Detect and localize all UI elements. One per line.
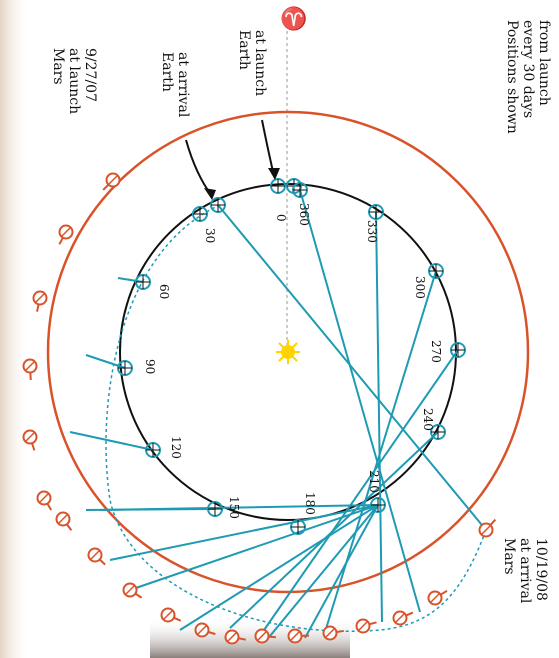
- day-label-150: 150: [227, 496, 241, 519]
- mars-marker-icon: [55, 511, 73, 531]
- earth-arrival-arrowhead: [204, 188, 216, 200]
- earth-marker-icon: [450, 342, 466, 358]
- line-240: [229, 431, 439, 629]
- earth-marker-icon: [368, 204, 384, 220]
- svg-text:at arrival: at arrival: [517, 538, 533, 604]
- earth-marker-icon: [270, 178, 286, 194]
- svg-text:Earth: Earth: [236, 30, 252, 70]
- mars-marker-icon: [122, 582, 143, 599]
- earth-marker-icon: [430, 424, 446, 440]
- line-arrival: [217, 204, 487, 531]
- svg-text:at arrival: at arrival: [175, 52, 191, 118]
- line-270: [261, 349, 459, 634]
- day-label-60: 60: [157, 284, 171, 299]
- earth-at-launch-label: Earth at launch: [236, 30, 268, 96]
- earth-arrival-arrow: [185, 139, 213, 197]
- earth-marker-icon: [192, 206, 208, 222]
- earth-marker-icon: [428, 263, 444, 279]
- mars-marker-icon: [102, 172, 121, 191]
- day-label-90: 90: [143, 359, 157, 374]
- day-label-210: 210: [367, 470, 381, 493]
- svg-text:9/27/07: 9/27/07: [82, 48, 98, 102]
- svg-text:Positions shown: Positions shown: [504, 20, 520, 134]
- mars-marker-icon: [392, 610, 414, 626]
- line-180: [129, 504, 379, 591]
- mars-marker-icon: [322, 625, 344, 641]
- day-label-360: 360: [297, 203, 311, 226]
- mars-at-arrival-label: Mars at arrival 10/19/08: [501, 538, 549, 604]
- earth-marker-icon: [290, 519, 306, 535]
- earth-launch-arrowhead: [268, 168, 280, 180]
- mars-positions: [22, 172, 497, 645]
- svg-text:Mars: Mars: [50, 48, 66, 85]
- mars-marker-icon: [36, 490, 53, 511]
- earth-marker-icon: [292, 182, 308, 198]
- left-photo-strip: [0, 0, 30, 658]
- earth-launch-arrow: [261, 119, 275, 177]
- aries-symbol-icon: ♈: [280, 6, 307, 32]
- earth-marker-icon: [145, 442, 161, 458]
- bottom-photo-strip: [150, 618, 350, 658]
- day-label-270: 270: [429, 340, 443, 363]
- svg-text:every 30 days: every 30 days: [520, 20, 536, 118]
- mars-marker-icon: [160, 607, 182, 623]
- day-label-330: 330: [365, 220, 379, 243]
- mars-marker-icon: [224, 629, 246, 645]
- line-360: [299, 189, 421, 613]
- line-330: [375, 211, 383, 623]
- mars-marker-icon: [427, 589, 448, 606]
- line-210-c: [304, 504, 379, 639]
- svg-text:at launch: at launch: [66, 48, 82, 114]
- svg-text:Mars: Mars: [501, 538, 517, 575]
- line-0: [117, 277, 144, 283]
- mars-marker-icon: [58, 224, 74, 245]
- mars-marker-icon: [355, 618, 377, 634]
- mars-marker-icon: [22, 358, 38, 381]
- mars-at-launch-label: Mars at launch 9/27/07: [50, 48, 98, 114]
- positions-note-label: Positions shown every 30 days from launc…: [504, 20, 552, 134]
- day-label-180: 180: [303, 492, 317, 515]
- mars-marker-icon: [478, 518, 497, 538]
- svg-text:at launch: at launch: [252, 30, 268, 96]
- day-label-30: 30: [203, 228, 217, 243]
- line-210-b: [179, 504, 379, 631]
- day-label-240: 240: [421, 408, 435, 431]
- mars-marker-icon: [194, 622, 216, 638]
- earth-marker-icon: [370, 497, 386, 513]
- earth-at-arrival-label: Earth at arrival: [159, 52, 191, 118]
- transfer-lines: [69, 189, 487, 639]
- line-90: [85, 508, 216, 511]
- mars-orbit: [46, 110, 530, 594]
- day-label-120: 120: [169, 436, 183, 459]
- earth-positions: [117, 178, 466, 535]
- mars-marker-icon: [287, 628, 310, 644]
- svg-text:10/19/08: 10/19/08: [533, 538, 549, 601]
- callout-arrows: [185, 119, 275, 197]
- mars-marker-icon: [22, 429, 38, 451]
- earth-marker-icon: [117, 360, 133, 376]
- transfer-trajectory: [105, 204, 487, 632]
- svg-text:from launch: from launch: [536, 20, 552, 106]
- day-label-0: 0: [274, 214, 288, 222]
- day-label-300: 300: [413, 276, 427, 299]
- mars-marker-icon: [87, 547, 106, 566]
- earth-marker-icon: [210, 197, 226, 213]
- line-210: [269, 504, 379, 637]
- mars-marker-icon: [32, 290, 48, 312]
- line-150: [109, 504, 379, 561]
- line-60: [69, 431, 154, 451]
- line-300: [324, 270, 437, 633]
- sun-icon: [276, 340, 300, 364]
- earth-marker-icon: [135, 274, 151, 290]
- svg-text:Earth: Earth: [159, 52, 175, 92]
- earth-marker-icon: [207, 501, 223, 517]
- mars-marker-icon: [254, 628, 277, 644]
